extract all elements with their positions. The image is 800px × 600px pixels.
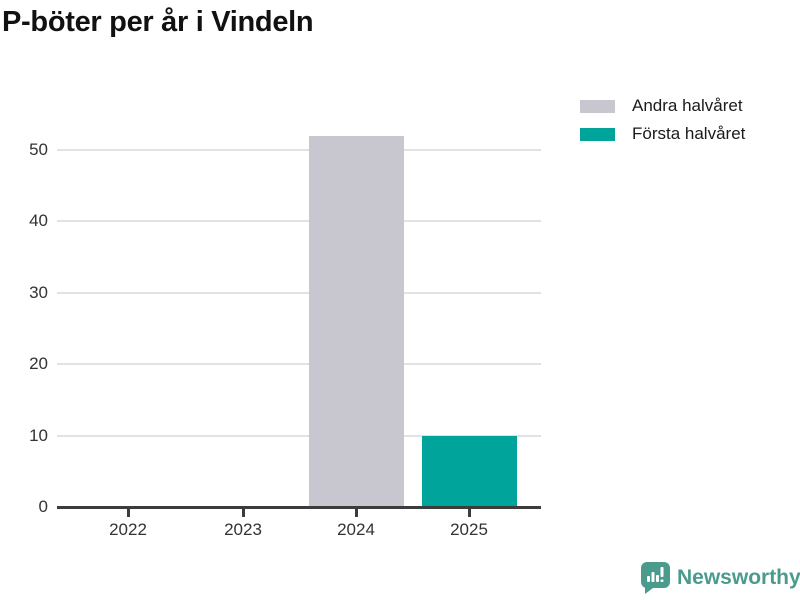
- gridline-10: [57, 434, 541, 437]
- legend: Andra halvåret Första halvåret: [580, 92, 745, 148]
- x-axis-tick-2025: [467, 509, 471, 517]
- x-axis-label-2024: 2024: [337, 520, 375, 539]
- bar-2024-andra-halvaret: [308, 135, 404, 507]
- legend-swatch-forsta-halvaret: [580, 127, 615, 141]
- legend-item-andra-halvaret: Andra halvåret: [580, 92, 745, 120]
- x-axis-label-2022: 2022: [109, 520, 147, 539]
- brand-name: Newsworthy: [677, 566, 800, 589]
- x-axis-label-2023: 2023: [224, 520, 262, 539]
- x-axis-line: [57, 506, 541, 509]
- x-axis-tick-2024: [354, 509, 358, 517]
- y-axis-label-0: 0: [38, 497, 48, 516]
- x-axis-tick-2022: [126, 509, 130, 517]
- legend-swatch-andra-halvaret: [580, 99, 615, 113]
- bar-2025-forsta-halvaret: [421, 435, 517, 507]
- gridline-20: [57, 363, 541, 366]
- y-axis-label-40: 40: [29, 211, 48, 231]
- y-axis-label-30: 30: [29, 282, 48, 302]
- gridline-30: [57, 291, 541, 294]
- y-axis-label-20: 20: [29, 354, 48, 374]
- x-axis-tick-2023: [241, 509, 245, 517]
- legend-label-andra-halvaret: Andra halvåret: [632, 96, 743, 115]
- brand-footer: Newsworthy: [641, 562, 800, 594]
- x-axis-label-2025: 2025: [450, 520, 488, 539]
- y-axis-label-10: 10: [29, 425, 48, 445]
- legend-label-forsta-halvaret: Första halvåret: [632, 124, 746, 143]
- y-axis-label-50: 50: [29, 140, 48, 159]
- newsworthy-logo-icon: [641, 562, 670, 594]
- gridline-50: [57, 149, 541, 151]
- legend-item-forsta-halvaret: Första halvåret: [580, 120, 745, 148]
- chart-title: P-böter per år i Vindeln: [2, 6, 314, 38]
- gridline-40: [57, 220, 541, 223]
